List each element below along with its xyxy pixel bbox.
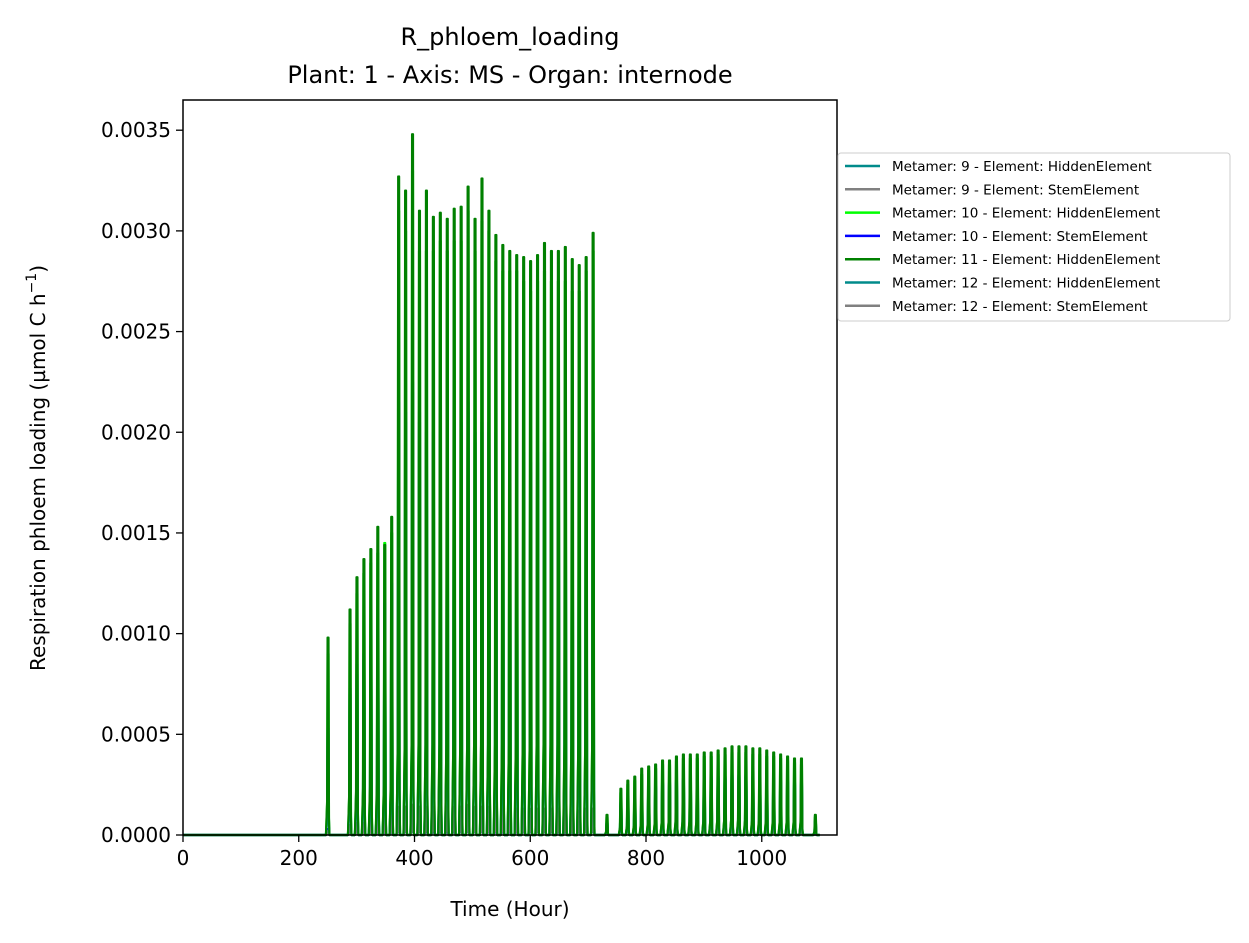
legend-label: Metamer: 12 - Element: HiddenElement — [892, 276, 1160, 292]
y-axis-label-main: Respiration phloem loading (µmol C h — [26, 293, 50, 671]
x-tick-label: 0 — [177, 846, 190, 870]
chart-subtitle: Plant: 1 - Axis: MS - Organ: internode — [287, 61, 732, 89]
x-tick-label: 800 — [627, 846, 665, 870]
y-axis-label-tail: ) — [26, 265, 50, 273]
x-axis-label: Time (Hour) — [449, 897, 569, 921]
y-tick-label: 0.0005 — [101, 722, 171, 746]
y-tick-label: 0.0020 — [101, 420, 171, 444]
legend-label: Metamer: 10 - Element: StemElement — [892, 229, 1148, 245]
x-axis: 0 200 400 600 800 1000 — [177, 835, 787, 870]
y-axis-label: Respiration phloem loading (µmol C h−1) — [24, 265, 50, 671]
legend-label: Metamer: 9 - Element: HiddenElement — [892, 159, 1152, 175]
y-tick-label: 0.0000 — [101, 823, 171, 847]
x-tick-label: 1000 — [736, 846, 787, 870]
legend-label: Metamer: 11 - Element: HiddenElement — [892, 252, 1160, 268]
y-tick-label: 0.0025 — [101, 320, 171, 344]
legend-label: Metamer: 10 - Element: HiddenElement — [892, 206, 1160, 222]
y-tick-label: 0.0030 — [101, 219, 171, 243]
y-tick-label: 0.0035 — [101, 118, 171, 142]
legend-box — [837, 152, 1231, 322]
y-axis: 0.0000 0.0005 0.0010 0.0015 0.0020 0.0025 0.00… — [101, 118, 183, 847]
x-tick-label: 600 — [511, 846, 549, 870]
plot-frame — [182, 99, 838, 836]
x-tick-label: 400 — [395, 846, 433, 870]
y-axis-label-sup: −1 — [24, 273, 40, 294]
legend: Metamer: 9 - Element: HiddenElement Metam… — [837, 152, 1231, 322]
legend-label: Metamer: 12 - Element: StemElement — [892, 299, 1148, 315]
y-tick-label: 0.0010 — [101, 622, 171, 646]
chart-title: R_phloem_loading — [400, 23, 619, 51]
x-tick-label: 200 — [280, 846, 318, 870]
legend-label: Metamer: 9 - Element: StemElement — [892, 182, 1139, 198]
y-tick-label: 0.0015 — [101, 521, 171, 545]
